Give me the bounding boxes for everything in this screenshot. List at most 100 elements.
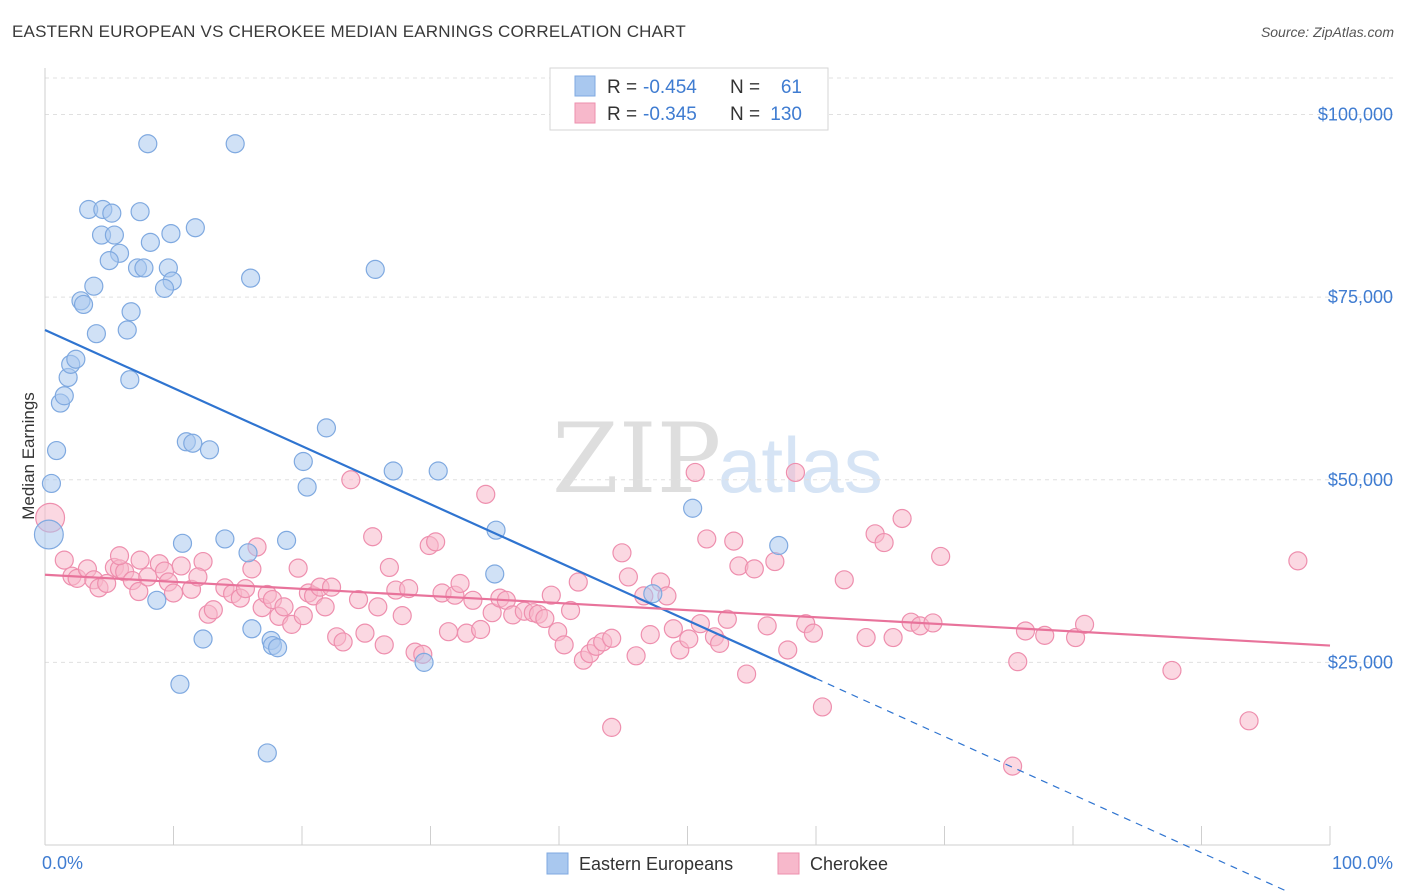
cherokee-point (321, 577, 342, 597)
cherokee-point (341, 470, 361, 490)
cherokee-point (130, 550, 150, 570)
cherokee-point (463, 590, 483, 610)
top-legend-box (549, 67, 829, 131)
eastern-european-point (293, 451, 313, 472)
bottom-legend: Eastern Europeans Cherokee (546, 852, 888, 875)
cherokee-point (892, 508, 912, 529)
cherokee-point (535, 608, 555, 629)
cherokee-point (471, 619, 491, 640)
cherokee-point (438, 622, 459, 642)
eastern-european-point (183, 433, 203, 453)
cherokee-point (803, 623, 824, 643)
cherokee-point (1008, 652, 1028, 672)
bottom-legend-label-pink: Cherokee (810, 854, 888, 874)
eastern-european-trend-extension (815, 677, 1290, 892)
cherokee-point (765, 551, 785, 572)
legend-r-label-1: R = (607, 77, 637, 98)
eastern-european-point (170, 674, 190, 694)
cherokee-point (757, 616, 777, 636)
eastern-european-point (199, 440, 220, 460)
eastern-european-point (383, 461, 403, 481)
eastern-european-point (54, 386, 74, 406)
legend-swatch-blue (574, 75, 596, 97)
cherokee-point (476, 484, 496, 504)
cherokee-point (737, 664, 757, 684)
cherokee-point (274, 597, 294, 617)
y-tick-label: $100,000 (1318, 105, 1393, 125)
x-tick-label-max: 100.0% (1332, 853, 1393, 873)
cherokee-point (883, 627, 903, 648)
eastern-european-point (241, 268, 261, 288)
cherokee-point (129, 581, 149, 602)
legend-n-value-2: 130 (770, 104, 802, 125)
cherokee-point (426, 532, 446, 552)
legend-n-label-2: N = (730, 104, 760, 125)
y-axis-label: Median Earnings (19, 392, 38, 520)
cherokee-point (812, 697, 833, 717)
cherokee-point (1003, 756, 1023, 776)
legend-swatch-pink (574, 102, 596, 124)
bottom-legend-label-blue: Eastern Europeans (579, 854, 733, 874)
cherokee-point (392, 606, 412, 626)
legend-n-value-1: 61 (781, 77, 802, 98)
cherokee-point (171, 556, 191, 576)
cherokee-point (602, 628, 622, 648)
eastern-european-point (242, 619, 262, 639)
eastern-european-point (172, 533, 193, 553)
eastern-european-point (267, 638, 288, 658)
eastern-european-points (33, 134, 789, 763)
cherokee-point (363, 527, 383, 547)
cherokee-point (626, 646, 646, 666)
cherokee-point (1239, 711, 1259, 731)
eastern-european-trend-line (44, 329, 817, 680)
cherokee-point (1015, 621, 1036, 641)
eastern-european-point (147, 590, 167, 610)
cherokee-point (235, 579, 256, 599)
eastern-european-point (225, 134, 245, 154)
eastern-european-point (257, 743, 277, 763)
eastern-european-point (73, 294, 94, 315)
legend-r-label-2: R = (607, 104, 637, 125)
cherokee-point (618, 567, 638, 587)
cherokee-point (834, 570, 854, 590)
cherokee-point (288, 558, 308, 578)
eastern-european-point (428, 461, 448, 481)
x-tick-label-min: 0.0% (42, 853, 83, 873)
cherokee-point (203, 600, 223, 620)
cherokee-point (399, 579, 419, 599)
cherokee-point (560, 600, 581, 621)
trend-lines (44, 329, 1331, 892)
eastern-european-point (297, 477, 317, 497)
eastern-european-point (66, 349, 86, 369)
eastern-european-point (238, 543, 258, 563)
cherokee-point (685, 462, 705, 483)
cherokee-point (1065, 627, 1086, 648)
legend-r-value-1: -0.454 (643, 77, 697, 98)
eastern-european-point (41, 473, 62, 494)
top-legend: R = -0.454 N = 61 R = -0.345 N = 130 (549, 67, 829, 131)
eastern-european-point (154, 278, 175, 298)
cherokee-point (109, 546, 130, 566)
eastern-european-point (117, 320, 137, 340)
eastern-european-point (99, 251, 119, 271)
eastern-european-point (134, 258, 154, 278)
legend-n-label-1: N = (730, 77, 760, 98)
cherokee-point (1162, 660, 1182, 681)
cherokee-point (450, 573, 470, 594)
source-note: Source: ZipAtlas.com (1260, 24, 1394, 40)
cherokee-points (35, 462, 1308, 776)
cherokee-point (242, 559, 262, 579)
cherokee-point (612, 543, 632, 563)
eastern-european-point (643, 584, 663, 604)
eastern-european-point (193, 629, 213, 649)
cherokee-point (602, 717, 622, 737)
cherokee-point (348, 589, 369, 610)
eastern-european-point (161, 223, 181, 244)
cherokee-point (778, 640, 798, 660)
cherokee-point (679, 629, 699, 649)
eastern-european-point (33, 519, 64, 550)
cherokee-point (54, 550, 74, 570)
eastern-european-point (140, 232, 160, 252)
y-tick-label: $75,000 (1328, 287, 1393, 307)
cherokee-point (697, 529, 717, 549)
